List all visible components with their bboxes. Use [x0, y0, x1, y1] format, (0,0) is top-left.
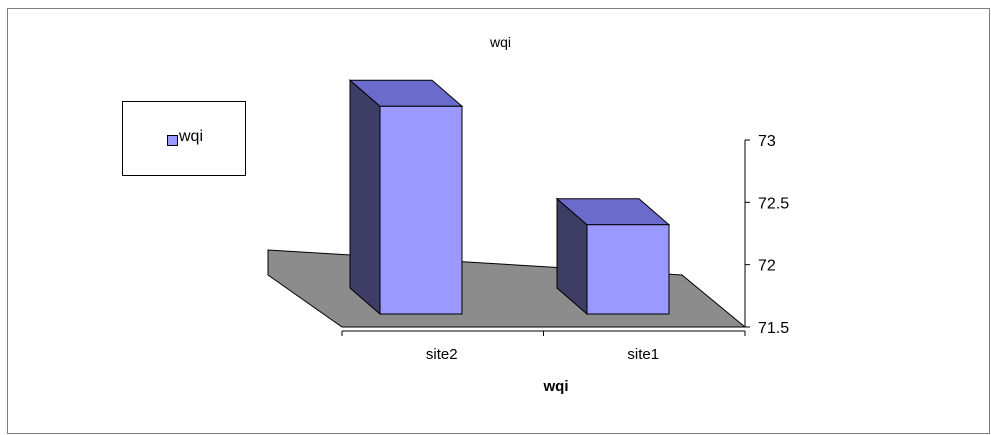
- y-tick-label: 73: [758, 133, 776, 150]
- bar: [379, 105, 463, 315]
- legend: wqi: [122, 101, 246, 176]
- x-tick-label: site1: [627, 346, 659, 363]
- bar-side: [349, 79, 381, 316]
- x-tick-label: site2: [426, 346, 458, 363]
- y-tick-label: 71.5: [758, 320, 789, 337]
- y-tick-label: 72: [758, 258, 776, 275]
- y-tick-label: 72.5: [758, 195, 789, 212]
- chart-title: wqi: [0, 34, 991, 50]
- legend-label: wqi: [179, 128, 204, 145]
- chart-frame: [7, 8, 990, 434]
- chart-floor: [267, 249, 747, 328]
- x-axis-title: wqi: [543, 378, 569, 395]
- legend-swatch: [167, 135, 178, 146]
- bar: [586, 224, 670, 315]
- chart-title-text: wqi: [489, 34, 511, 50]
